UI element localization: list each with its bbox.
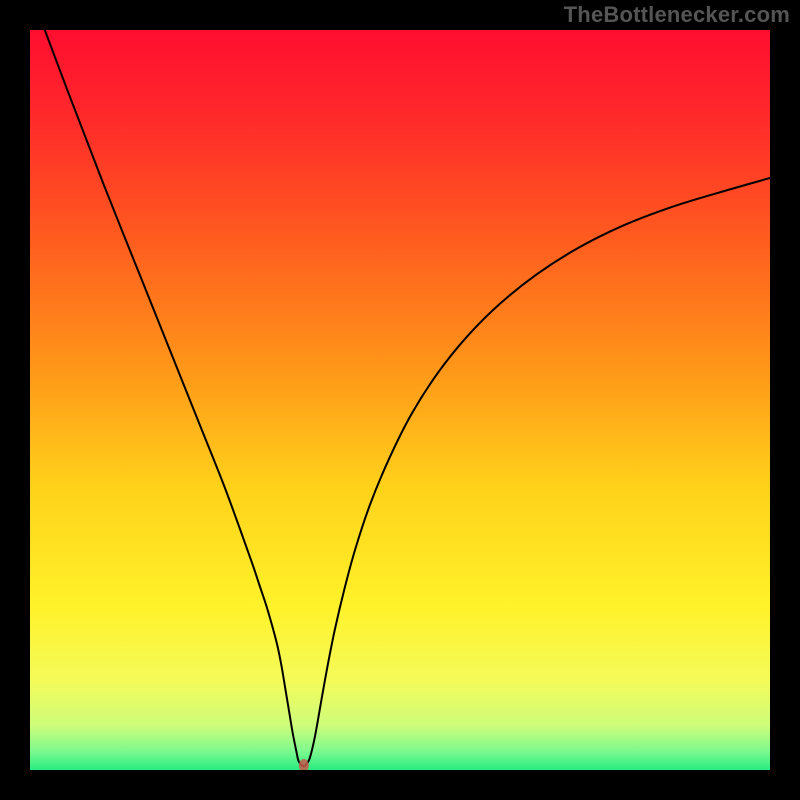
watermark-text: TheBottlenecker.com <box>564 2 790 28</box>
chart-background <box>30 30 770 770</box>
chart-frame: TheBottlenecker.com <box>0 0 800 800</box>
bottleneck-chart <box>30 30 770 770</box>
plot-area <box>30 30 770 770</box>
